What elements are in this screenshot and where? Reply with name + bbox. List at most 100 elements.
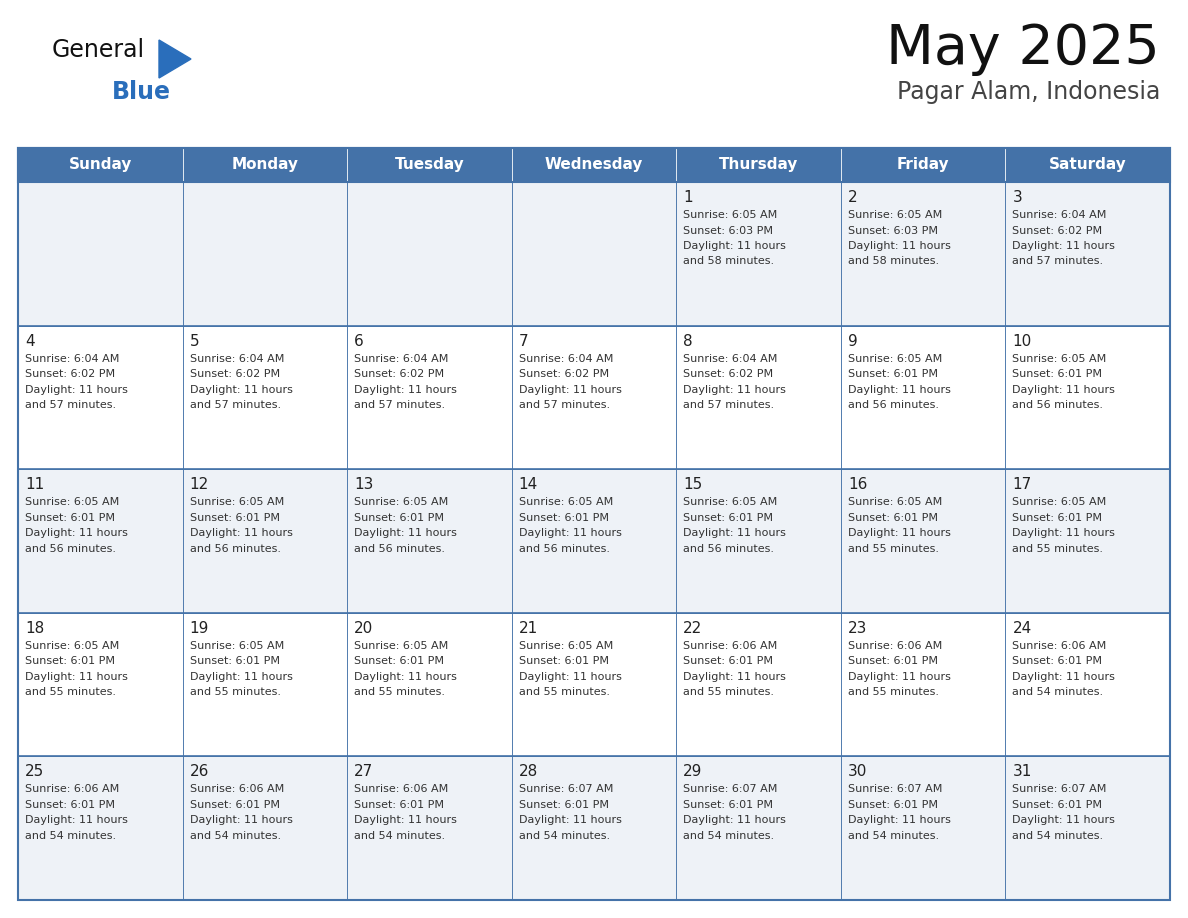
Text: Daylight: 11 hours: Daylight: 11 hours bbox=[25, 528, 128, 538]
Bar bbox=[183, 182, 347, 326]
Text: Sunrise: 6:07 AM: Sunrise: 6:07 AM bbox=[848, 784, 942, 794]
Bar bbox=[841, 613, 1005, 756]
Text: Sunrise: 6:07 AM: Sunrise: 6:07 AM bbox=[519, 784, 613, 794]
Bar bbox=[1005, 182, 1170, 326]
Text: and 56 minutes.: and 56 minutes. bbox=[1012, 400, 1104, 410]
Text: Sunrise: 6:05 AM: Sunrise: 6:05 AM bbox=[190, 498, 284, 508]
Text: Saturday: Saturday bbox=[1049, 158, 1126, 173]
Bar bbox=[347, 756, 512, 900]
Text: and 54 minutes.: and 54 minutes. bbox=[1012, 688, 1104, 698]
Text: and 56 minutes.: and 56 minutes. bbox=[25, 543, 116, 554]
Text: Sunrise: 6:06 AM: Sunrise: 6:06 AM bbox=[25, 784, 119, 794]
Text: and 55 minutes.: and 55 minutes. bbox=[25, 688, 116, 698]
Text: Sunset: 6:01 PM: Sunset: 6:01 PM bbox=[190, 656, 279, 666]
Text: and 55 minutes.: and 55 minutes. bbox=[683, 688, 775, 698]
Text: Sunrise: 6:04 AM: Sunrise: 6:04 AM bbox=[1012, 210, 1107, 220]
Text: and 54 minutes.: and 54 minutes. bbox=[848, 831, 939, 841]
Bar bbox=[1005, 756, 1170, 900]
Text: Sunrise: 6:04 AM: Sunrise: 6:04 AM bbox=[683, 353, 778, 364]
Text: Tuesday: Tuesday bbox=[394, 158, 465, 173]
Text: and 57 minutes.: and 57 minutes. bbox=[25, 400, 116, 410]
Text: 17: 17 bbox=[1012, 477, 1031, 492]
Text: Daylight: 11 hours: Daylight: 11 hours bbox=[683, 385, 786, 395]
Text: 9: 9 bbox=[848, 333, 858, 349]
Bar bbox=[183, 148, 347, 182]
Text: Sunrise: 6:05 AM: Sunrise: 6:05 AM bbox=[1012, 498, 1107, 508]
Text: 10: 10 bbox=[1012, 333, 1031, 349]
Text: 12: 12 bbox=[190, 477, 209, 492]
Text: Wednesday: Wednesday bbox=[545, 158, 643, 173]
Bar bbox=[841, 326, 1005, 469]
Text: 18: 18 bbox=[25, 621, 44, 636]
Text: 14: 14 bbox=[519, 477, 538, 492]
Text: Daylight: 11 hours: Daylight: 11 hours bbox=[1012, 815, 1116, 825]
Text: Sunrise: 6:04 AM: Sunrise: 6:04 AM bbox=[354, 353, 449, 364]
Text: Sunrise: 6:06 AM: Sunrise: 6:06 AM bbox=[683, 641, 777, 651]
Text: 4: 4 bbox=[25, 333, 34, 349]
Text: Friday: Friday bbox=[897, 158, 949, 173]
Text: Daylight: 11 hours: Daylight: 11 hours bbox=[519, 385, 621, 395]
Text: Daylight: 11 hours: Daylight: 11 hours bbox=[1012, 241, 1116, 251]
Text: Daylight: 11 hours: Daylight: 11 hours bbox=[848, 241, 950, 251]
Text: Sunset: 6:01 PM: Sunset: 6:01 PM bbox=[683, 800, 773, 810]
Bar bbox=[183, 326, 347, 469]
Text: Sunset: 6:03 PM: Sunset: 6:03 PM bbox=[683, 226, 773, 236]
Text: Daylight: 11 hours: Daylight: 11 hours bbox=[1012, 672, 1116, 682]
Text: and 54 minutes.: and 54 minutes. bbox=[25, 831, 116, 841]
Text: Sunrise: 6:04 AM: Sunrise: 6:04 AM bbox=[25, 353, 119, 364]
Text: 15: 15 bbox=[683, 477, 702, 492]
Text: Sunset: 6:01 PM: Sunset: 6:01 PM bbox=[354, 656, 444, 666]
Text: Sunset: 6:01 PM: Sunset: 6:01 PM bbox=[683, 656, 773, 666]
Text: Sunset: 6:01 PM: Sunset: 6:01 PM bbox=[683, 512, 773, 522]
Text: 31: 31 bbox=[1012, 765, 1032, 779]
Text: Sunset: 6:02 PM: Sunset: 6:02 PM bbox=[519, 369, 608, 379]
Text: Daylight: 11 hours: Daylight: 11 hours bbox=[190, 815, 292, 825]
Text: 13: 13 bbox=[354, 477, 373, 492]
Bar bbox=[841, 469, 1005, 613]
Bar bbox=[676, 326, 841, 469]
Text: and 56 minutes.: and 56 minutes. bbox=[683, 543, 775, 554]
Text: Sunrise: 6:06 AM: Sunrise: 6:06 AM bbox=[848, 641, 942, 651]
Text: Sunset: 6:01 PM: Sunset: 6:01 PM bbox=[25, 512, 115, 522]
Text: and 55 minutes.: and 55 minutes. bbox=[190, 688, 280, 698]
Text: Daylight: 11 hours: Daylight: 11 hours bbox=[683, 672, 786, 682]
Text: Daylight: 11 hours: Daylight: 11 hours bbox=[1012, 385, 1116, 395]
Text: Daylight: 11 hours: Daylight: 11 hours bbox=[190, 528, 292, 538]
Text: General: General bbox=[52, 38, 145, 62]
Text: 7: 7 bbox=[519, 333, 529, 349]
Text: Sunset: 6:01 PM: Sunset: 6:01 PM bbox=[1012, 512, 1102, 522]
Text: 28: 28 bbox=[519, 765, 538, 779]
Text: 26: 26 bbox=[190, 765, 209, 779]
Text: Daylight: 11 hours: Daylight: 11 hours bbox=[354, 815, 457, 825]
Bar bbox=[18, 756, 183, 900]
Text: Daylight: 11 hours: Daylight: 11 hours bbox=[683, 241, 786, 251]
Bar bbox=[512, 613, 676, 756]
Text: Daylight: 11 hours: Daylight: 11 hours bbox=[519, 672, 621, 682]
Bar bbox=[676, 182, 841, 326]
Text: Sunset: 6:02 PM: Sunset: 6:02 PM bbox=[25, 369, 115, 379]
Text: and 57 minutes.: and 57 minutes. bbox=[354, 400, 446, 410]
Text: and 58 minutes.: and 58 minutes. bbox=[683, 256, 775, 266]
Bar bbox=[183, 756, 347, 900]
Text: and 55 minutes.: and 55 minutes. bbox=[519, 688, 609, 698]
Bar bbox=[347, 326, 512, 469]
Text: and 57 minutes.: and 57 minutes. bbox=[1012, 256, 1104, 266]
Bar bbox=[347, 182, 512, 326]
Bar bbox=[18, 148, 1170, 900]
Text: 27: 27 bbox=[354, 765, 373, 779]
Text: Daylight: 11 hours: Daylight: 11 hours bbox=[848, 815, 950, 825]
Text: 21: 21 bbox=[519, 621, 538, 636]
Text: May 2025: May 2025 bbox=[886, 22, 1159, 76]
Text: Sunset: 6:01 PM: Sunset: 6:01 PM bbox=[519, 512, 608, 522]
Text: Sunrise: 6:05 AM: Sunrise: 6:05 AM bbox=[848, 498, 942, 508]
Bar bbox=[841, 148, 1005, 182]
Text: Daylight: 11 hours: Daylight: 11 hours bbox=[25, 815, 128, 825]
Bar bbox=[18, 469, 183, 613]
Text: Sunrise: 6:05 AM: Sunrise: 6:05 AM bbox=[683, 210, 777, 220]
Text: Sunrise: 6:05 AM: Sunrise: 6:05 AM bbox=[25, 641, 119, 651]
Text: Sunrise: 6:05 AM: Sunrise: 6:05 AM bbox=[683, 498, 777, 508]
Text: Sunset: 6:01 PM: Sunset: 6:01 PM bbox=[848, 800, 937, 810]
Text: Daylight: 11 hours: Daylight: 11 hours bbox=[848, 672, 950, 682]
Bar bbox=[1005, 326, 1170, 469]
Text: and 56 minutes.: and 56 minutes. bbox=[519, 543, 609, 554]
